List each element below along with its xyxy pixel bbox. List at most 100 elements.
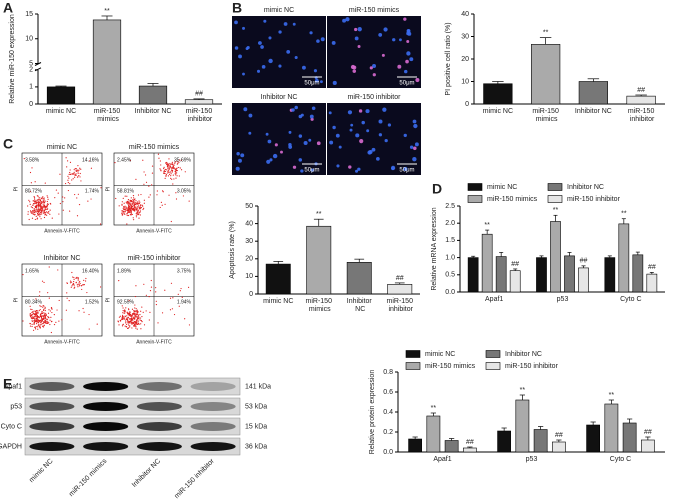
event-dot xyxy=(131,327,133,329)
event-dot xyxy=(148,185,150,187)
event-dot xyxy=(100,187,102,189)
event-dot xyxy=(123,202,125,204)
event-dot xyxy=(68,173,70,175)
event-dot xyxy=(179,290,181,292)
nucleus xyxy=(350,123,354,127)
event-dot xyxy=(129,311,131,313)
y-tick-label: 2.0 xyxy=(445,220,455,227)
bar xyxy=(509,270,521,293)
event-dot xyxy=(41,201,43,203)
blot-lane-label: miR-150 mimics xyxy=(68,457,109,498)
event-dot xyxy=(137,203,139,205)
blot-strip xyxy=(24,437,241,456)
event-dot xyxy=(79,282,81,285)
micrograph xyxy=(327,103,421,175)
event-dot xyxy=(149,290,152,292)
nucleus xyxy=(294,55,298,60)
legend-label: mimic NC xyxy=(487,184,517,191)
event-dot xyxy=(123,213,126,215)
event-dot xyxy=(40,322,42,324)
event-dot xyxy=(124,210,126,212)
event-dot xyxy=(39,214,41,216)
event-dot xyxy=(82,284,84,286)
event-dot xyxy=(78,284,81,286)
event-dot xyxy=(170,282,173,284)
event-dot xyxy=(34,200,36,203)
nucleus xyxy=(234,20,238,25)
event-dot xyxy=(39,212,41,215)
event-dot xyxy=(43,312,45,314)
significance-mark: ** xyxy=(484,222,490,229)
nucleus xyxy=(354,36,359,41)
event-dot xyxy=(39,206,41,208)
event-dot xyxy=(151,172,154,174)
quadrant-value: 14.16% xyxy=(82,157,100,163)
event-dot xyxy=(35,310,37,312)
event-dot xyxy=(69,169,71,171)
event-dot xyxy=(171,171,173,173)
significance-mark: ** xyxy=(316,211,322,218)
y-tick-label: 0.2 xyxy=(383,429,393,436)
event-dot xyxy=(126,318,128,321)
event-dot xyxy=(140,328,142,330)
event-dot xyxy=(36,314,39,317)
event-dot xyxy=(171,161,173,163)
quadrant-value: 1.74% xyxy=(85,189,100,195)
event-dot xyxy=(35,310,38,312)
event-dot xyxy=(128,207,130,209)
event-dot xyxy=(61,319,63,321)
bar xyxy=(444,440,459,453)
event-dot xyxy=(40,305,42,308)
event-dot xyxy=(133,325,135,327)
event-dot xyxy=(90,167,93,169)
event-dot xyxy=(33,316,36,318)
event-dot xyxy=(121,315,124,317)
blot-size-label: 36 kDa xyxy=(245,443,267,450)
bar xyxy=(387,284,413,295)
event-dot xyxy=(30,206,32,208)
event-dot xyxy=(181,296,183,298)
quadrant-value: 1.52% xyxy=(85,300,100,306)
event-dot xyxy=(141,321,143,323)
event-dot xyxy=(31,167,33,169)
event-dot xyxy=(35,318,37,320)
event-dot xyxy=(30,308,32,310)
legend-label: mimic NC xyxy=(425,351,455,358)
significance-mark: ** xyxy=(520,387,526,394)
nucleus xyxy=(372,73,376,77)
event-dot xyxy=(131,315,134,317)
event-dot xyxy=(188,324,191,326)
significance-mark: ## xyxy=(396,275,404,282)
bar xyxy=(578,81,608,105)
event-dot xyxy=(133,205,135,207)
event-dot xyxy=(36,320,39,322)
event-dot xyxy=(33,310,35,312)
nucleus xyxy=(415,78,420,83)
event-dot xyxy=(135,327,137,329)
event-dot xyxy=(32,312,34,314)
x-tick-label: Cyto C xyxy=(620,296,641,303)
nucleus xyxy=(366,129,370,133)
blot-row-label: p53 xyxy=(10,403,22,410)
event-dot xyxy=(45,322,47,324)
event-dot xyxy=(123,205,125,208)
event-dot xyxy=(43,200,45,203)
event-dot xyxy=(169,165,172,167)
event-dot xyxy=(27,205,29,207)
event-dot xyxy=(58,299,60,302)
y-tick-label: 50 xyxy=(245,203,253,210)
event-dot xyxy=(134,210,136,212)
event-dot xyxy=(124,320,127,322)
event-dot xyxy=(155,300,157,302)
event-dot xyxy=(43,197,45,199)
event-dot xyxy=(138,204,140,206)
nucleus xyxy=(383,27,388,32)
event-dot xyxy=(126,195,128,197)
event-dot xyxy=(32,212,34,214)
x-tick-label: Apaf1 xyxy=(485,296,503,303)
nucleus xyxy=(409,145,414,149)
event-dot xyxy=(135,321,138,323)
event-dot xyxy=(59,173,61,175)
nucleus xyxy=(413,123,418,129)
blot-size-label: 141 kDa xyxy=(245,383,271,390)
